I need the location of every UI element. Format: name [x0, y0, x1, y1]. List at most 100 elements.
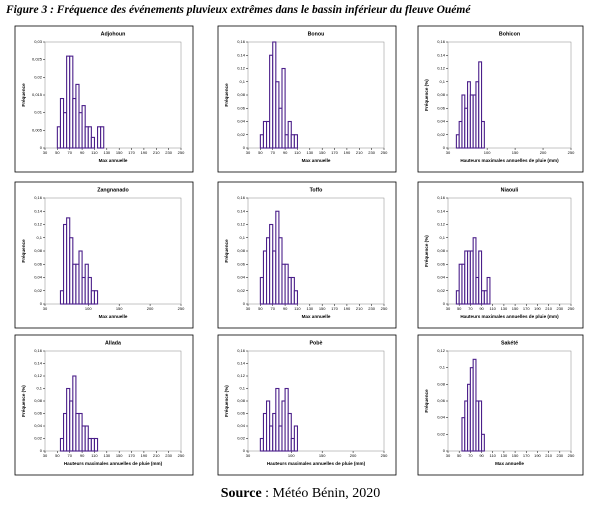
y-tick-label: 0,16 — [237, 195, 246, 200]
y-tick-label: 0,1 — [36, 235, 42, 240]
x-tick-label: 200 — [540, 150, 547, 155]
y-tick-label: 0,08 — [237, 398, 246, 403]
y-axis-label: Fréquence (%) — [21, 385, 26, 417]
x-tick-label: 230 — [556, 453, 563, 458]
x-tick-label: 150 — [319, 150, 326, 155]
x-tick-label: 150 — [512, 150, 519, 155]
x-tick-label: 170 — [523, 453, 530, 458]
y-tick-label: 0,14 — [437, 208, 446, 213]
x-tick-label: 130 — [501, 453, 508, 458]
panel-title: Sakété — [501, 340, 518, 346]
panel-title: Bohicon — [499, 31, 520, 37]
panel-title: Niaouli — [501, 187, 519, 193]
x-tick-label: 190 — [344, 150, 351, 155]
x-tick-label: 150 — [512, 453, 519, 458]
x-tick-label: 90 — [283, 150, 288, 155]
panel-title: Pobè — [310, 340, 323, 346]
y-tick-label: 0,04 — [437, 119, 446, 124]
y-tick-label: 0,02 — [237, 436, 246, 441]
x-tick-label: 170 — [523, 306, 530, 311]
y-tick-label: 0,12 — [34, 373, 43, 378]
y-tick-label: 0,12 — [34, 222, 43, 227]
y-tick-label: 0,01 — [34, 110, 43, 115]
chart-panel: Adjohoun 0 0,005 0,01 0,015 0,02 0,025 0,03 30 50… — [14, 25, 194, 173]
x-tick-label: 70 — [271, 150, 276, 155]
x-tick-label: 210 — [153, 453, 160, 458]
y-tick-label: 0,06 — [437, 105, 446, 110]
y-tick-label: 0,025 — [32, 57, 43, 62]
histogram-bar — [93, 290, 99, 305]
chart-panel: Sakété 0 0,02 0,04 0,06 0,08 0,1 0,12 30 50 70 90 11… — [417, 334, 584, 476]
x-tick-label: 130 — [501, 306, 508, 311]
y-axis-label: Fréquence (%) — [424, 235, 429, 267]
y-tick-label: 0,1 — [439, 235, 445, 240]
y-tick-label: 0,02 — [437, 132, 446, 137]
y-tick-label: 0,12 — [237, 373, 246, 378]
x-tick-label: 110 — [91, 453, 98, 458]
x-tick-label: 250 — [568, 306, 575, 311]
y-tick-label: 0,16 — [34, 348, 43, 353]
x-tick-label: 190 — [534, 306, 541, 311]
y-tick-label: 0,06 — [34, 411, 43, 416]
x-tick-label: 250 — [568, 453, 575, 458]
histogram-bar — [478, 400, 483, 452]
y-tick-label: 0,06 — [237, 261, 246, 266]
y-tick-label: 0,06 — [237, 105, 246, 110]
y-tick-label: 0,08 — [437, 92, 446, 97]
x-tick-label: 30 — [246, 150, 251, 155]
x-axis-label: Hauteurs maximales annuelles de pluie (m… — [460, 158, 559, 163]
y-tick-label: 0,16 — [237, 348, 246, 353]
y-tick-label: 0,14 — [437, 52, 446, 57]
histogram-bar — [486, 276, 491, 305]
x-tick-label: 70 — [68, 150, 73, 155]
y-tick-label: 0,08 — [437, 248, 446, 253]
y-tick-label: 0,16 — [237, 39, 246, 44]
histogram-bar — [472, 237, 477, 305]
x-tick-label: 90 — [479, 306, 484, 311]
y-tick-label: 0,06 — [34, 261, 43, 266]
x-axis-label: Hauteurs maximales annuelles de pluie (m… — [460, 314, 559, 319]
x-axis-label: Hauteurs maximales annuelles de pluie (m… — [267, 461, 366, 466]
x-tick-label: 250 — [178, 453, 185, 458]
histogram-bar — [478, 250, 483, 305]
y-tick-label: 0,14 — [237, 52, 246, 57]
x-tick-label: 70 — [68, 453, 73, 458]
histogram-bar — [480, 433, 485, 452]
y-tick-label: 0 — [243, 145, 246, 150]
panel-title: Toffo — [310, 187, 324, 193]
y-tick-label: 0,16 — [437, 195, 446, 200]
histogram-bar — [293, 425, 299, 452]
y-tick-label: 0,04 — [237, 275, 246, 280]
x-tick-label: 50 — [258, 150, 263, 155]
y-tick-label: 0,1 — [239, 235, 245, 240]
y-tick-label: 0,04 — [237, 119, 246, 124]
x-tick-label: 230 — [368, 150, 375, 155]
x-tick-label: 200 — [350, 453, 357, 458]
source: Source : Météo Bénin, 2020 — [0, 486, 601, 502]
histogram-bar — [100, 126, 105, 149]
x-axis-label: Max annuelle — [99, 158, 128, 163]
x-tick-label: 100 — [288, 453, 295, 458]
y-tick-label: 0,02 — [34, 436, 43, 441]
histogram-bar — [90, 136, 96, 149]
y-tick-label: 0,1 — [36, 386, 42, 391]
histogram-bar — [480, 120, 485, 149]
y-tick-label: 0 — [40, 301, 43, 306]
x-tick-label: 190 — [141, 453, 148, 458]
x-tick-label: 250 — [178, 150, 185, 155]
x-tick-label: 70 — [271, 306, 276, 311]
x-tick-label: 90 — [479, 453, 484, 458]
y-tick-label: 0,1 — [239, 386, 245, 391]
y-tick-label: 0,08 — [437, 381, 446, 386]
x-axis-label: Max annuelle — [302, 314, 331, 319]
x-tick-label: 210 — [153, 150, 160, 155]
chart-panel: Bonou 0 0,02 0,04 0,06 0,08 0,1 0,12 0,14 0,16 30 5… — [217, 25, 397, 173]
panel-title: Allada — [105, 340, 121, 346]
x-tick-label: 250 — [381, 453, 388, 458]
histogram-bar — [287, 412, 292, 452]
x-tick-label: 190 — [344, 306, 351, 311]
y-tick-label: 0,14 — [237, 361, 246, 366]
chart-panel: Pobè 0 0,02 0,04 0,06 0,08 0,1 0,12 0,14 0,16 30 10… — [217, 334, 397, 476]
x-tick-label: 110 — [490, 306, 497, 311]
y-tick-label: 0,02 — [437, 431, 446, 436]
